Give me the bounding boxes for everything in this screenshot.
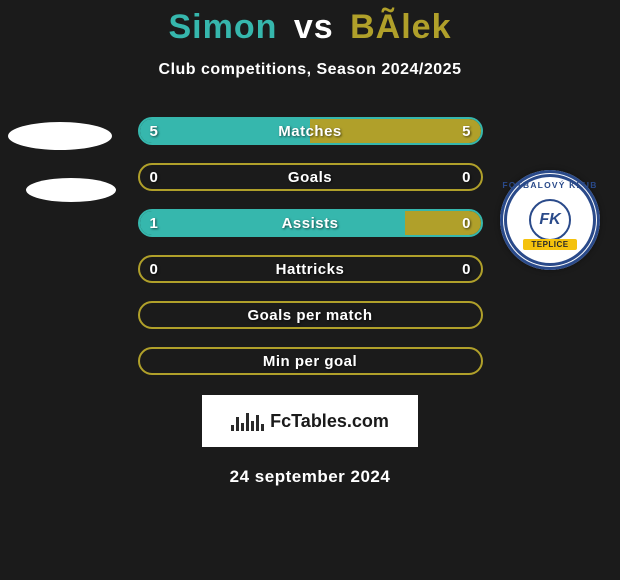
comparison-title: Simon vs BÃ­lek bbox=[0, 0, 620, 47]
badge-banner: TEPLICE bbox=[523, 239, 576, 250]
stat-label: Min per goal bbox=[140, 349, 481, 373]
right-club-badge: FOTBALOVÝ KLUB FK TEPLICE bbox=[500, 170, 600, 270]
stat-value-right: 5 bbox=[452, 119, 480, 143]
badge-ring-top: FOTBALOVÝ KLUB bbox=[500, 180, 600, 190]
player2-name: BÃ­lek bbox=[350, 8, 451, 46]
stat-value-right: 0 bbox=[452, 211, 480, 235]
stat-value-left: 5 bbox=[140, 119, 168, 143]
stat-value-right: 0 bbox=[452, 257, 480, 281]
stat-row: Hattricks0 0 bbox=[138, 255, 483, 283]
stat-row: Min per goal bbox=[138, 347, 483, 375]
stat-label: Hattricks bbox=[140, 257, 481, 281]
left-club-badge-1 bbox=[8, 122, 112, 150]
left-club-badge-2 bbox=[26, 178, 116, 202]
stat-value-left: 0 bbox=[140, 257, 168, 281]
vs-text: vs bbox=[294, 8, 334, 46]
stat-label: Goals bbox=[140, 165, 481, 189]
date-text: 24 september 2024 bbox=[0, 467, 620, 487]
stat-row: Goals per match bbox=[138, 301, 483, 329]
stat-row: Matches5 5 bbox=[138, 117, 483, 145]
player1-name: Simon bbox=[168, 8, 277, 46]
stat-label: Matches bbox=[140, 119, 481, 143]
stat-row: Goals0 0 bbox=[138, 163, 483, 191]
footer-brand-text: FcTables.com bbox=[270, 411, 389, 432]
stat-value-right: 0 bbox=[452, 165, 480, 189]
fctables-logo-icon bbox=[231, 411, 264, 431]
stat-row: Assists1 0 bbox=[138, 209, 483, 237]
badge-center: FK bbox=[529, 199, 571, 241]
subtitle: Club competitions, Season 2024/2025 bbox=[0, 61, 620, 79]
stat-label: Goals per match bbox=[140, 303, 481, 327]
footer-brand-box: FcTables.com bbox=[202, 395, 418, 447]
stat-value-left: 1 bbox=[140, 211, 168, 235]
stat-value-left: 0 bbox=[140, 165, 168, 189]
stat-label: Assists bbox=[140, 211, 481, 235]
